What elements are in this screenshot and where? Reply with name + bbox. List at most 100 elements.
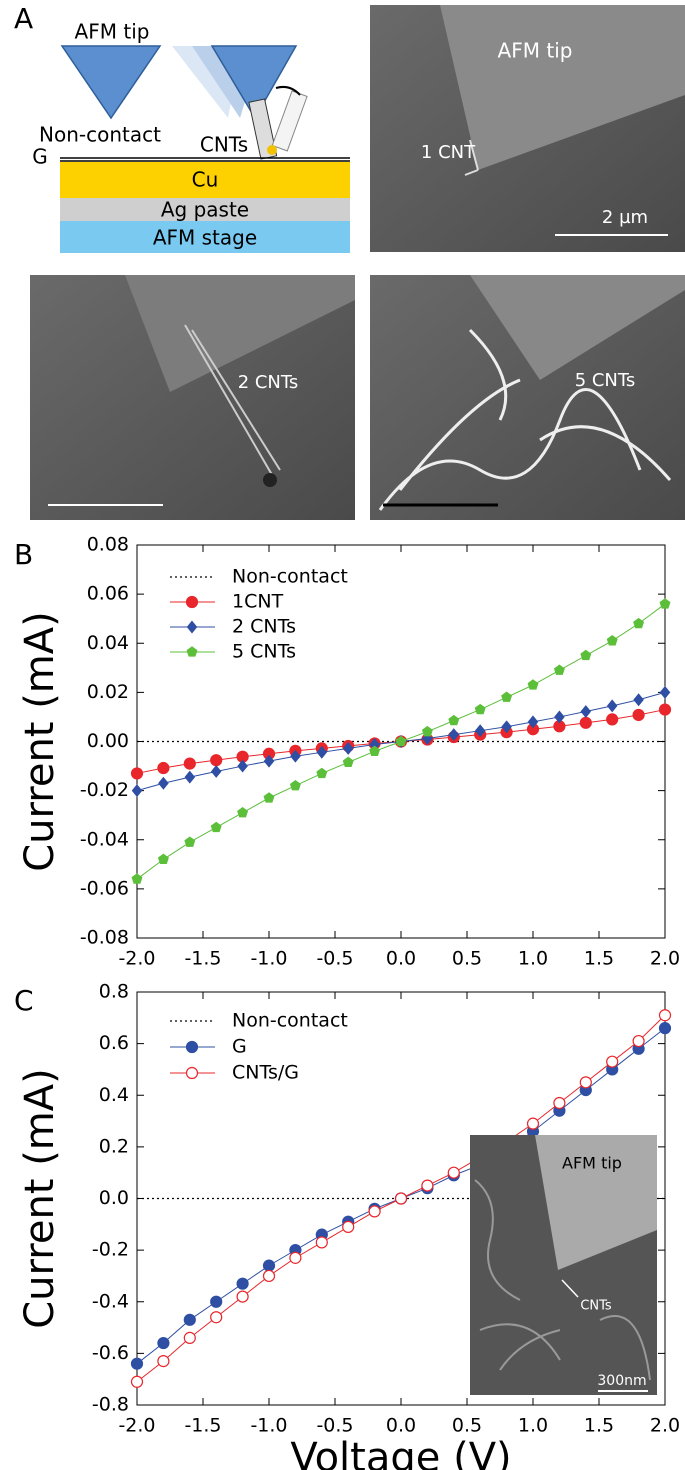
- legend-marker: [186, 646, 198, 657]
- marker: [394, 1192, 408, 1205]
- x-tick-label: 0.0: [386, 1415, 416, 1437]
- inset-label: AFM tip: [562, 1154, 622, 1173]
- marker: [553, 664, 565, 675]
- marker: [263, 792, 275, 803]
- marker: [315, 1236, 328, 1249]
- cnts-label: CNTs: [200, 133, 248, 157]
- marker: [157, 853, 169, 865]
- panel-label: A: [14, 2, 33, 35]
- marker: [658, 1009, 672, 1022]
- y-tick-label: -0.6: [92, 1342, 129, 1364]
- sem-image: [30, 275, 355, 520]
- y-axis-label: Current (mA): [17, 1068, 63, 1329]
- legend-label: 2 CNTs: [232, 616, 296, 638]
- x-tick-label: -1.0: [250, 1415, 287, 1437]
- y-tick-label: 0.0: [99, 1187, 129, 1209]
- layer-label: Ag paste: [161, 198, 249, 222]
- marker: [342, 741, 354, 755]
- marker: [658, 703, 672, 716]
- marker: [554, 710, 565, 724]
- marker: [316, 745, 328, 759]
- marker: [131, 873, 143, 884]
- marker: [632, 1034, 645, 1048]
- legend-marker: [185, 1066, 199, 1080]
- x-tick-label: 2.0: [650, 1415, 680, 1437]
- legend-label: 5 CNTs: [232, 641, 296, 663]
- sem-image: [370, 275, 685, 520]
- y-axis-label: Current (mA): [17, 611, 63, 872]
- x-tick-label: -0.5: [316, 1415, 353, 1437]
- x-tick-label: 0.5: [452, 948, 482, 970]
- y-tick-label: -0.8: [92, 1394, 129, 1416]
- y-tick-label: -0.2: [92, 1239, 129, 1261]
- graphene-label: G: [32, 145, 48, 169]
- marker: [289, 779, 301, 791]
- marker: [369, 745, 381, 756]
- y-tick-label: 0.2: [99, 1135, 129, 1157]
- marker: [130, 1357, 144, 1370]
- marker: [606, 635, 618, 646]
- y-tick-label: -0.4: [92, 1290, 129, 1312]
- inset-image: [470, 1135, 657, 1395]
- y-tick-label: 0.04: [87, 632, 129, 654]
- marker: [448, 728, 460, 742]
- marker: [632, 708, 645, 722]
- x-tick-label: -1.5: [184, 1415, 221, 1437]
- marker: [157, 1355, 170, 1368]
- marker: [184, 770, 196, 784]
- marker: [342, 756, 354, 768]
- marker: [606, 713, 619, 726]
- legend-label: CNTs/G: [232, 1062, 299, 1084]
- marker: [447, 1166, 460, 1179]
- sem-image: [370, 5, 685, 252]
- scale-label: 2 µm: [602, 207, 648, 228]
- legend-label: G: [232, 1036, 247, 1058]
- marker: [130, 1375, 144, 1388]
- marker: [606, 1055, 619, 1068]
- schematic: [60, 45, 350, 253]
- marker: [210, 1311, 223, 1324]
- marker: [421, 725, 433, 737]
- y-tick-label: -0.08: [80, 927, 129, 949]
- marker: [606, 699, 618, 713]
- marker: [527, 715, 539, 729]
- marker: [474, 724, 486, 738]
- legend-marker: [186, 620, 198, 634]
- sem-label: 2 CNTs: [238, 372, 299, 393]
- marker: [448, 714, 460, 726]
- marker: [158, 776, 169, 790]
- legend-label: Non-contact: [232, 566, 348, 588]
- tip-label: AFM tip: [75, 20, 150, 44]
- y-tick-label: -0.02: [80, 779, 129, 801]
- layer-label: AFM stage: [153, 226, 257, 250]
- x-tick-label: -2.0: [118, 948, 155, 970]
- marker: [579, 1076, 592, 1089]
- y-tick-label: 0.02: [87, 681, 129, 703]
- marker: [474, 703, 486, 715]
- marker: [131, 784, 143, 798]
- marker: [183, 757, 196, 770]
- legend-label: 1CNT: [232, 591, 284, 613]
- marker: [633, 617, 645, 629]
- x-axis-label: Voltage (V): [290, 1435, 511, 1470]
- marker: [579, 716, 592, 729]
- x-tick-label: 0.0: [386, 948, 416, 970]
- noncontact-label: Non-contact: [39, 123, 161, 147]
- layer-label: Cu: [192, 168, 219, 192]
- marker: [368, 1205, 381, 1218]
- y-tick-label: -0.04: [80, 828, 129, 850]
- x-tick-label: 1.5: [584, 1415, 614, 1437]
- marker: [157, 761, 170, 775]
- marker: [501, 720, 512, 734]
- x-tick-label: 1.0: [518, 1415, 548, 1437]
- marker: [130, 767, 144, 780]
- marker: [658, 1022, 672, 1035]
- x-tick-label: 1.5: [584, 948, 614, 970]
- x-tick-label: -1.5: [184, 948, 221, 970]
- marker: [183, 1331, 196, 1344]
- marker: [659, 685, 671, 699]
- y-tick-label: 0.06: [87, 583, 129, 605]
- marker: [237, 759, 248, 773]
- marker: [237, 806, 249, 818]
- x-tick-label: 1.0: [518, 948, 548, 970]
